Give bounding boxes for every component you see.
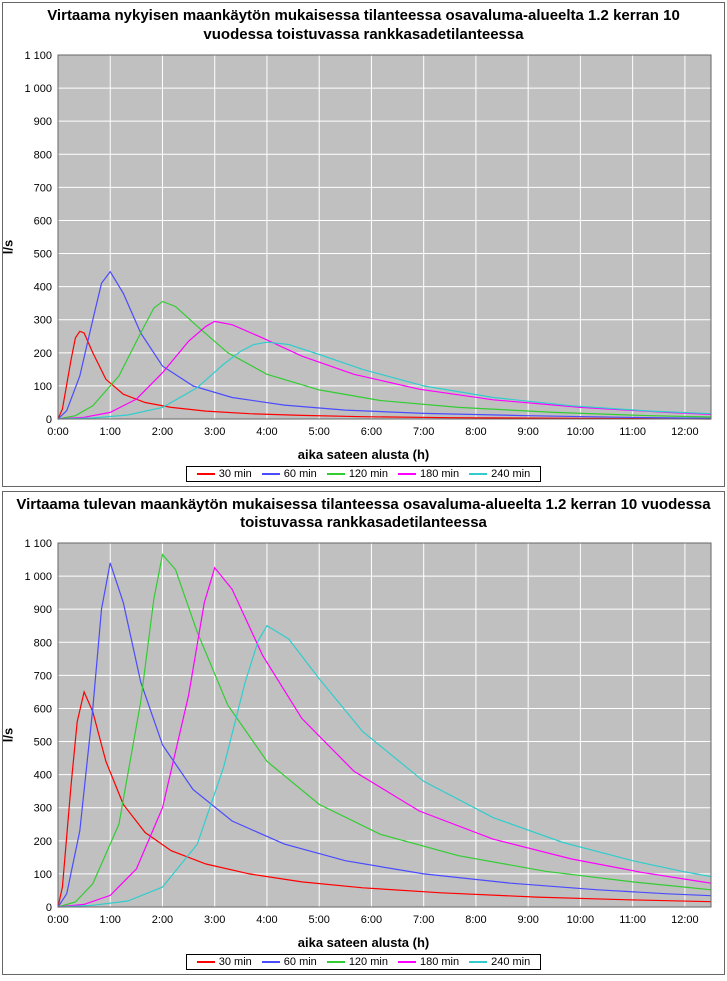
ytick-label: 0: [46, 902, 52, 914]
xtick-label: 6:00: [361, 426, 382, 438]
ytick-label: 700: [34, 670, 52, 682]
legend-label: 60 min: [284, 956, 317, 968]
ytick-label: 100: [34, 380, 52, 392]
legend-item: 180 min: [398, 956, 459, 968]
legend-swatch: [197, 961, 215, 963]
legend-item: 30 min: [197, 956, 252, 968]
xtick-label: 4:00: [256, 914, 277, 926]
xtick-label: 1:00: [100, 914, 121, 926]
xtick-label: 9:00: [517, 426, 538, 438]
xtick-label: 7:00: [413, 914, 434, 926]
legend-label: 180 min: [420, 468, 459, 480]
chart-panel: Virtaama tulevan maankäytön mukaisessa t…: [2, 491, 725, 976]
ytick-label: 800: [34, 637, 52, 649]
y-axis-label: l/s: [1, 239, 16, 253]
ytick-label: 400: [34, 281, 52, 293]
xtick-label: 5:00: [308, 426, 329, 438]
ytick-label: 200: [34, 836, 52, 848]
xtick-label: 11:00: [619, 914, 646, 926]
legend-swatch: [398, 473, 416, 475]
legend-item: 180 min: [398, 468, 459, 480]
xtick-label: 2:00: [152, 426, 173, 438]
xtick-label: 5:00: [308, 914, 329, 926]
ytick-label: 500: [34, 737, 52, 749]
legend-swatch: [469, 473, 487, 475]
ytick-label: 700: [34, 182, 52, 194]
legend-label: 60 min: [284, 468, 317, 480]
legend-item: 120 min: [327, 956, 388, 968]
y-axis-label: l/s: [1, 728, 16, 742]
chart-title: Virtaama nykyisen maankäytön mukaisessa …: [3, 3, 724, 47]
xtick-label: 8:00: [465, 426, 486, 438]
xtick-label: 1:00: [100, 426, 121, 438]
chart-body: l/s 0 100 200 300 400 500 600 700 800 900 1 000 1 10…: [3, 535, 724, 935]
x-axis-label: aika sateen alusta (h): [3, 935, 724, 952]
xtick-label: 6:00: [361, 914, 382, 926]
xtick-label: 0:00: [47, 914, 68, 926]
legend-item: 120 min: [327, 468, 388, 480]
xtick-label: 12:00: [671, 426, 699, 438]
legend-label: 120 min: [349, 956, 388, 968]
legend-swatch: [262, 961, 280, 963]
legend: 30 min 60 min 120 min 180 min 240 min: [3, 464, 724, 486]
legend-swatch: [262, 473, 280, 475]
xtick-label: 10:00: [567, 914, 595, 926]
chart-title: Virtaama tulevan maankäytön mukaisessa t…: [3, 492, 724, 536]
ytick-label: 1 000: [24, 571, 52, 583]
ytick-label: 600: [34, 215, 52, 227]
legend: 30 min 60 min 120 min 180 min 240 min: [3, 952, 724, 974]
legend-swatch: [197, 473, 215, 475]
xtick-label: 7:00: [413, 426, 434, 438]
legend-item: 60 min: [262, 956, 317, 968]
ytick-label: 300: [34, 314, 52, 326]
legend-label: 240 min: [491, 468, 530, 480]
ytick-label: 800: [34, 149, 52, 161]
legend-label: 120 min: [349, 468, 388, 480]
legend-item: 240 min: [469, 468, 530, 480]
ytick-label: 0: [46, 414, 52, 426]
chart-body: l/s 0 100 200 300 400 500 600 700 800 900 1 000 1 10…: [3, 47, 724, 447]
xtick-label: 12:00: [671, 914, 699, 926]
chart-panel: Virtaama nykyisen maankäytön mukaisessa …: [2, 2, 725, 487]
ytick-label: 500: [34, 248, 52, 260]
legend-swatch: [398, 961, 416, 963]
xtick-label: 9:00: [517, 914, 538, 926]
ytick-label: 100: [34, 869, 52, 881]
x-axis-label: aika sateen alusta (h): [3, 447, 724, 464]
legend-swatch: [327, 961, 345, 963]
ytick-label: 1 100: [24, 50, 52, 62]
legend-swatch: [327, 473, 345, 475]
xtick-label: 11:00: [619, 426, 646, 438]
legend-swatch: [469, 961, 487, 963]
ytick-label: 300: [34, 803, 52, 815]
ytick-label: 900: [34, 116, 52, 128]
chart-svg: 01002003004005006007008009001 0001 1000:…: [3, 535, 723, 935]
xtick-label: 4:00: [256, 426, 277, 438]
chart-svg: 01002003004005006007008009001 0001 1000:…: [3, 47, 723, 447]
ytick-label: 200: [34, 347, 52, 359]
xtick-label: 3:00: [204, 914, 225, 926]
xtick-label: 10:00: [567, 426, 595, 438]
legend-label: 30 min: [219, 956, 252, 968]
legend-inner: 30 min 60 min 120 min 180 min 240 min: [186, 466, 541, 482]
legend-item: 240 min: [469, 956, 530, 968]
ytick-label: 1 000: [24, 83, 52, 95]
legend-label: 240 min: [491, 956, 530, 968]
ytick-label: 600: [34, 703, 52, 715]
xtick-label: 0:00: [47, 426, 68, 438]
legend-inner: 30 min 60 min 120 min 180 min 240 min: [186, 954, 541, 970]
xtick-label: 8:00: [465, 914, 486, 926]
xtick-label: 2:00: [152, 914, 173, 926]
xtick-label: 3:00: [204, 426, 225, 438]
plot-area: [58, 55, 711, 419]
legend-label: 30 min: [219, 468, 252, 480]
ytick-label: 1 100: [24, 538, 52, 550]
legend-item: 30 min: [197, 468, 252, 480]
ytick-label: 400: [34, 770, 52, 782]
ytick-label: 900: [34, 604, 52, 616]
legend-item: 60 min: [262, 468, 317, 480]
legend-label: 180 min: [420, 956, 459, 968]
